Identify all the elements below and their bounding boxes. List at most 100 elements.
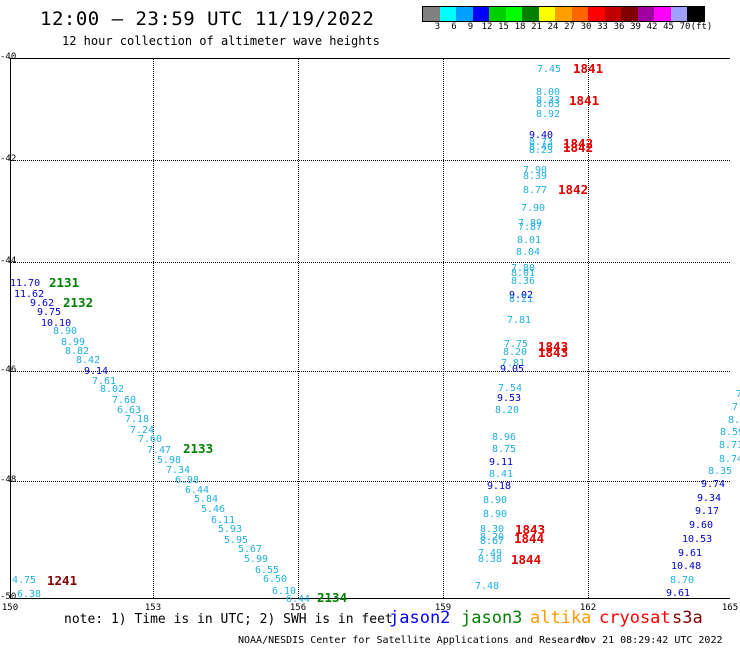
wave-height-value: 4.75 xyxy=(12,575,37,586)
wave-height-value: 7.90 xyxy=(523,165,548,176)
color-tick-label: 39 xyxy=(630,22,641,32)
footer-note: note: 1) Time is in UTC; 2) SWH is in fe… xyxy=(64,612,393,627)
pass-time-label: 1844 xyxy=(511,552,542,567)
color-swatch xyxy=(456,7,473,21)
wave-height-value: 8.00 xyxy=(536,87,561,98)
wave-height-value: 8.71 xyxy=(719,440,740,451)
wave-height-value: 10.10 xyxy=(41,318,72,329)
color-tick-label: 6 xyxy=(451,22,457,32)
wave-height-value: 8.73 xyxy=(529,137,554,148)
wave-height-value: 8.35 xyxy=(708,466,733,477)
plot-border xyxy=(10,598,730,599)
color-swatch xyxy=(588,7,605,21)
wave-height-value: 8.42 xyxy=(76,355,101,366)
color-tick-label: 21 xyxy=(531,22,542,32)
wave-height-value: 9.61 xyxy=(666,588,691,599)
wave-height-value: 8.67 xyxy=(480,536,505,547)
latitude-label: -46 xyxy=(0,365,17,375)
pass-time-label: 1843 xyxy=(515,522,546,537)
legend-item-jason3: jason3 xyxy=(461,608,523,628)
wave-height-value: 11.62 xyxy=(14,289,45,300)
wave-height-value: 9.53 xyxy=(497,393,522,404)
legend-item-cryosat: cryosat xyxy=(599,608,671,628)
wave-height-value: 7.45 xyxy=(537,64,562,75)
wave-height-value: 8.30 xyxy=(480,524,505,535)
wave-height-value: 8.90 xyxy=(53,326,78,337)
pass-time-label: 1842 xyxy=(558,182,589,197)
color-tick-label: 45 xyxy=(663,22,674,32)
wave-height-value: 5.95 xyxy=(224,535,249,546)
wave-height-value: 7.60 xyxy=(138,434,163,445)
wave-height-value: 8.92 xyxy=(536,109,561,120)
latitude-label: -48 xyxy=(0,475,17,485)
wave-height-value: 7.34 xyxy=(166,465,191,476)
wave-height-value: 7.60 xyxy=(112,395,137,406)
wave-height-value: 9.17 xyxy=(695,506,720,517)
legend-item-altika: altika xyxy=(530,608,592,628)
wave-height-value: 8.39 xyxy=(523,171,548,182)
latitude-label: -42 xyxy=(0,154,17,164)
wave-height-value: 9.60 xyxy=(689,520,714,531)
wave-height-value: 8.38 xyxy=(478,554,503,565)
grid-line-lon xyxy=(153,58,154,598)
wave-height-value: 8.59 xyxy=(720,427,740,438)
page-subtitle: 12 hour collection of altimeter wave hei… xyxy=(62,34,380,48)
wave-height-value: 7.54 xyxy=(498,383,523,394)
wave-height-value: 9.74 xyxy=(701,479,726,490)
wave-height-value: 7. xyxy=(736,389,740,400)
page-title: 12:00 — 23:59 UTC 11/19/2022 xyxy=(40,8,375,30)
grid-line-lat xyxy=(10,160,730,161)
wave-height-value: 6.38 xyxy=(17,589,42,600)
wave-height-value: 8.90 xyxy=(483,495,508,506)
color-swatch xyxy=(687,7,704,21)
wave-height-value: 5.67 xyxy=(238,544,263,555)
wave-height-value: 8.02 xyxy=(100,384,125,395)
grid-line-lat xyxy=(10,481,730,482)
wave-height-value: 9.18 xyxy=(487,481,512,492)
legend-item-s3a: s3a xyxy=(672,608,703,628)
longitude-label: 156 xyxy=(289,603,307,613)
color-swatch xyxy=(423,7,440,21)
credit-text: NOAA/NESDIS Center for Satellite Applica… xyxy=(238,635,588,646)
color-tick-label: 15 xyxy=(498,22,509,32)
wave-height-value: 7.75 xyxy=(504,339,529,350)
color-tick-label: 30 xyxy=(580,22,592,32)
wave-height-value: 7.49 xyxy=(478,548,503,559)
pass-time-label: 2131 xyxy=(49,275,80,290)
wave-height-value: 5.84 xyxy=(194,494,219,505)
wave-height-value: 6.55 xyxy=(255,565,280,576)
latitude-label: -40 xyxy=(0,52,17,62)
wave-height-value: 9.02 xyxy=(509,290,534,301)
wave-height-value: 9.61 xyxy=(678,548,703,559)
wave-height-value: 5.93 xyxy=(218,524,243,535)
wave-height-value: 6.98 xyxy=(175,475,200,486)
pass-time-label: 1241 xyxy=(47,573,78,588)
wave-height-value: 6.63 xyxy=(117,405,142,416)
wave-height-value: 8.04 xyxy=(516,247,541,258)
plot-border xyxy=(10,58,11,598)
wave-height-value: 8.20 xyxy=(495,405,520,416)
grid-line-lon xyxy=(588,58,589,598)
color-tick-label: 70 xyxy=(679,22,691,32)
wave-height-value: 8.20 xyxy=(503,347,528,358)
wave-height-value: 5.99 xyxy=(244,554,269,565)
wave-height-value: 9.14 xyxy=(84,366,109,377)
wave-height-value: 7. xyxy=(732,402,740,413)
wave-height-value: 8.36 xyxy=(511,276,536,287)
color-swatch xyxy=(555,7,572,21)
grid-line-lat xyxy=(10,262,730,263)
wave-height-value: 8.70 xyxy=(670,575,695,586)
color-scale-bar xyxy=(422,6,705,22)
wave-height-value: 10.48 xyxy=(671,561,702,572)
longitude-label: 153 xyxy=(144,603,162,613)
wave-height-value: 9.40 xyxy=(529,130,554,141)
grid-line-lon xyxy=(443,58,444,598)
timestamp-text: Nov 21 08:29:42 UTC 2022 xyxy=(578,635,723,646)
longitude-label: 159 xyxy=(434,603,452,613)
wave-height-value: 5.46 xyxy=(201,504,226,515)
wave-height-value: 9.11 xyxy=(489,457,514,468)
color-swatch xyxy=(538,7,555,21)
pass-time-label: 1843 xyxy=(538,339,569,354)
wave-height-value: 7.81 xyxy=(507,315,532,326)
